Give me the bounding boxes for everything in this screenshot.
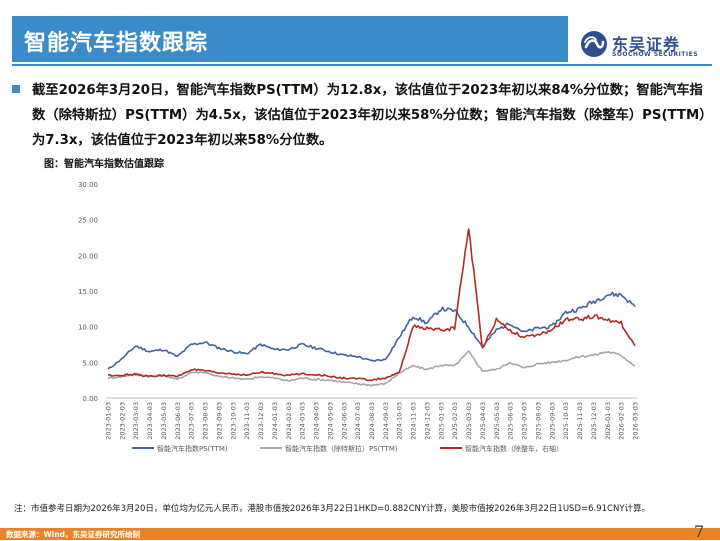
x-tick-label: 2023-08-03	[202, 402, 210, 440]
valuation-line-chart: 0.00 5.00 10.00 15.00 20.00 25.00 30.00 2023-01…	[78, 181, 640, 453]
x-tick-label: 2024-09-03	[382, 402, 390, 440]
y-tick-label: 30.00	[78, 181, 98, 189]
x-tick-label: 2025-07-03	[521, 402, 529, 440]
x-tick-label: 2024-12-03	[423, 402, 431, 440]
x-tick-label: 2023-06-03	[174, 402, 182, 440]
y-tick-label: 10.00	[78, 324, 98, 332]
x-tick-label: 2023-09-03	[215, 402, 223, 440]
x-tick-label: 2024-10-03	[396, 402, 404, 440]
x-tick-label: 2024-05-03	[326, 402, 334, 440]
x-tick-label: 2025-02-03	[451, 402, 459, 440]
x-tick-label: 2025-05-03	[493, 402, 501, 440]
logo-text-cn: 东吴证券	[612, 35, 681, 54]
page-title: 智能汽车指数跟踪	[24, 31, 209, 56]
soochow-logo-icon	[581, 31, 607, 57]
x-tick-label: 2024-03-03	[299, 402, 307, 440]
x-tick-label: 2024-08-03	[368, 402, 376, 440]
series-line-3	[107, 228, 636, 382]
y-tick-label: 0.00	[82, 395, 98, 403]
x-tick-label: 2025-12-03	[590, 402, 598, 440]
y-tick-label: 5.00	[82, 359, 98, 367]
x-tick-label: 2023-01-03	[105, 402, 113, 440]
x-tick-label: 2025-10-03	[562, 402, 570, 440]
data-source: 数据来源：Wind，东吴证券研究所绘制	[6, 530, 141, 539]
page-number: 7	[694, 522, 705, 541]
x-tick-label: 2025-03-03	[465, 402, 473, 440]
legend-label: 智能汽车指数（除特斯拉）PS(TTM)	[285, 444, 398, 453]
bullet-marker	[12, 85, 20, 93]
y-tick-label: 20.00	[78, 252, 98, 260]
footnote: 注：市值参考日期为2026年3月20日，单位均为亿元人民币，港股市值按2026年…	[14, 504, 651, 514]
x-tick-label: 2023-04-03	[146, 402, 154, 440]
x-tick-label: 2023-03-03	[132, 402, 140, 440]
legend-label: 智能汽车指数（除整车，右轴）	[465, 444, 563, 453]
footer-bar	[0, 528, 720, 540]
x-tick-label: 2026-02-03	[618, 402, 626, 440]
figure-caption: 图：智能汽车指数估值跟踪	[44, 159, 164, 170]
x-tick-label: 2026-03-03	[632, 402, 640, 440]
header-bar: 智能汽车指数跟踪	[12, 16, 568, 62]
logo-text-en: SOOCHOW SECURITIES	[612, 51, 699, 58]
x-tick-label: 2025-08-03	[534, 402, 542, 440]
x-tick-label: 2025-06-03	[507, 402, 515, 440]
x-tick-label: 2023-12-03	[257, 402, 265, 440]
x-tick-label: 2024-02-03	[285, 402, 293, 440]
y-tick-label: 25.00	[78, 217, 98, 225]
summary-text: 截至2026年3月20日，智能汽车指数PS(TTM）为12.8x，该估值位于20…	[32, 83, 706, 148]
company-logo: 东吴证券 SOOCHOW SECURITIES	[580, 28, 710, 64]
header-divider	[12, 64, 712, 66]
x-tick-label: 2024-11-03	[410, 402, 418, 440]
series-line-2	[107, 350, 636, 387]
series-line-1	[107, 291, 636, 370]
x-tick-label: 2024-06-03	[340, 402, 348, 440]
x-tick-label: 2025-11-03	[576, 402, 584, 440]
x-tick-label: 2023-07-03	[188, 402, 196, 440]
x-tick-label: 2023-02-03	[118, 402, 126, 440]
x-tick-label: 2024-04-03	[313, 402, 321, 440]
y-tick-label: 15.00	[78, 288, 98, 296]
x-tick-label: 2026-01-03	[604, 402, 612, 440]
x-tick-label: 2024-01-03	[271, 402, 279, 440]
x-tick-label: 2024-07-03	[354, 402, 362, 440]
x-tick-label: 2023-10-03	[229, 402, 237, 440]
legend-label: 智能汽车指数PS(TTM)	[157, 444, 228, 453]
x-tick-label: 2025-04-03	[479, 402, 487, 440]
x-tick-label: 2023-11-03	[243, 402, 251, 440]
x-tick-label: 2025-01-03	[437, 402, 445, 440]
x-tick-label: 2023-05-03	[160, 402, 168, 440]
x-tick-label: 2025-09-03	[548, 402, 556, 440]
